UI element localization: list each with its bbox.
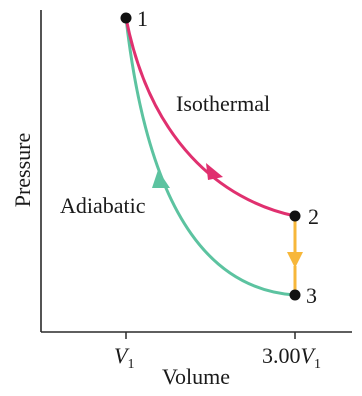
x-axis-title: Volume bbox=[162, 364, 230, 389]
point-1-marker bbox=[120, 12, 132, 24]
x-tick-3v1-subscript: 1 bbox=[314, 357, 321, 372]
point-3-label: 3 bbox=[306, 283, 317, 308]
point-2-marker bbox=[289, 210, 301, 222]
x-tick-label-v1: V1 bbox=[114, 343, 134, 372]
isochoric-arrow bbox=[287, 252, 303, 268]
point-3-marker bbox=[289, 289, 301, 301]
x-tick-label-3v1: 3.00V1 bbox=[262, 343, 321, 372]
adiabatic-arrow bbox=[152, 170, 170, 188]
point-2-label: 2 bbox=[308, 204, 319, 229]
x-tick-v1-symbol: V bbox=[114, 343, 130, 368]
x-tick-3v1-prefix: 3.00 bbox=[262, 343, 301, 368]
adiabatic-curve bbox=[124, 17, 296, 297]
point-1-label: 1 bbox=[137, 6, 148, 31]
y-axis-title: Pressure bbox=[10, 133, 35, 208]
adiabatic-label: Adiabatic bbox=[60, 193, 146, 218]
x-tick-v1-subscript: 1 bbox=[127, 357, 134, 372]
x-tick-3v1-symbol: V bbox=[301, 343, 317, 368]
isothermal-curve bbox=[124, 17, 296, 218]
isothermal-arrow bbox=[206, 163, 223, 180]
isothermal-label: Isothermal bbox=[176, 91, 270, 116]
